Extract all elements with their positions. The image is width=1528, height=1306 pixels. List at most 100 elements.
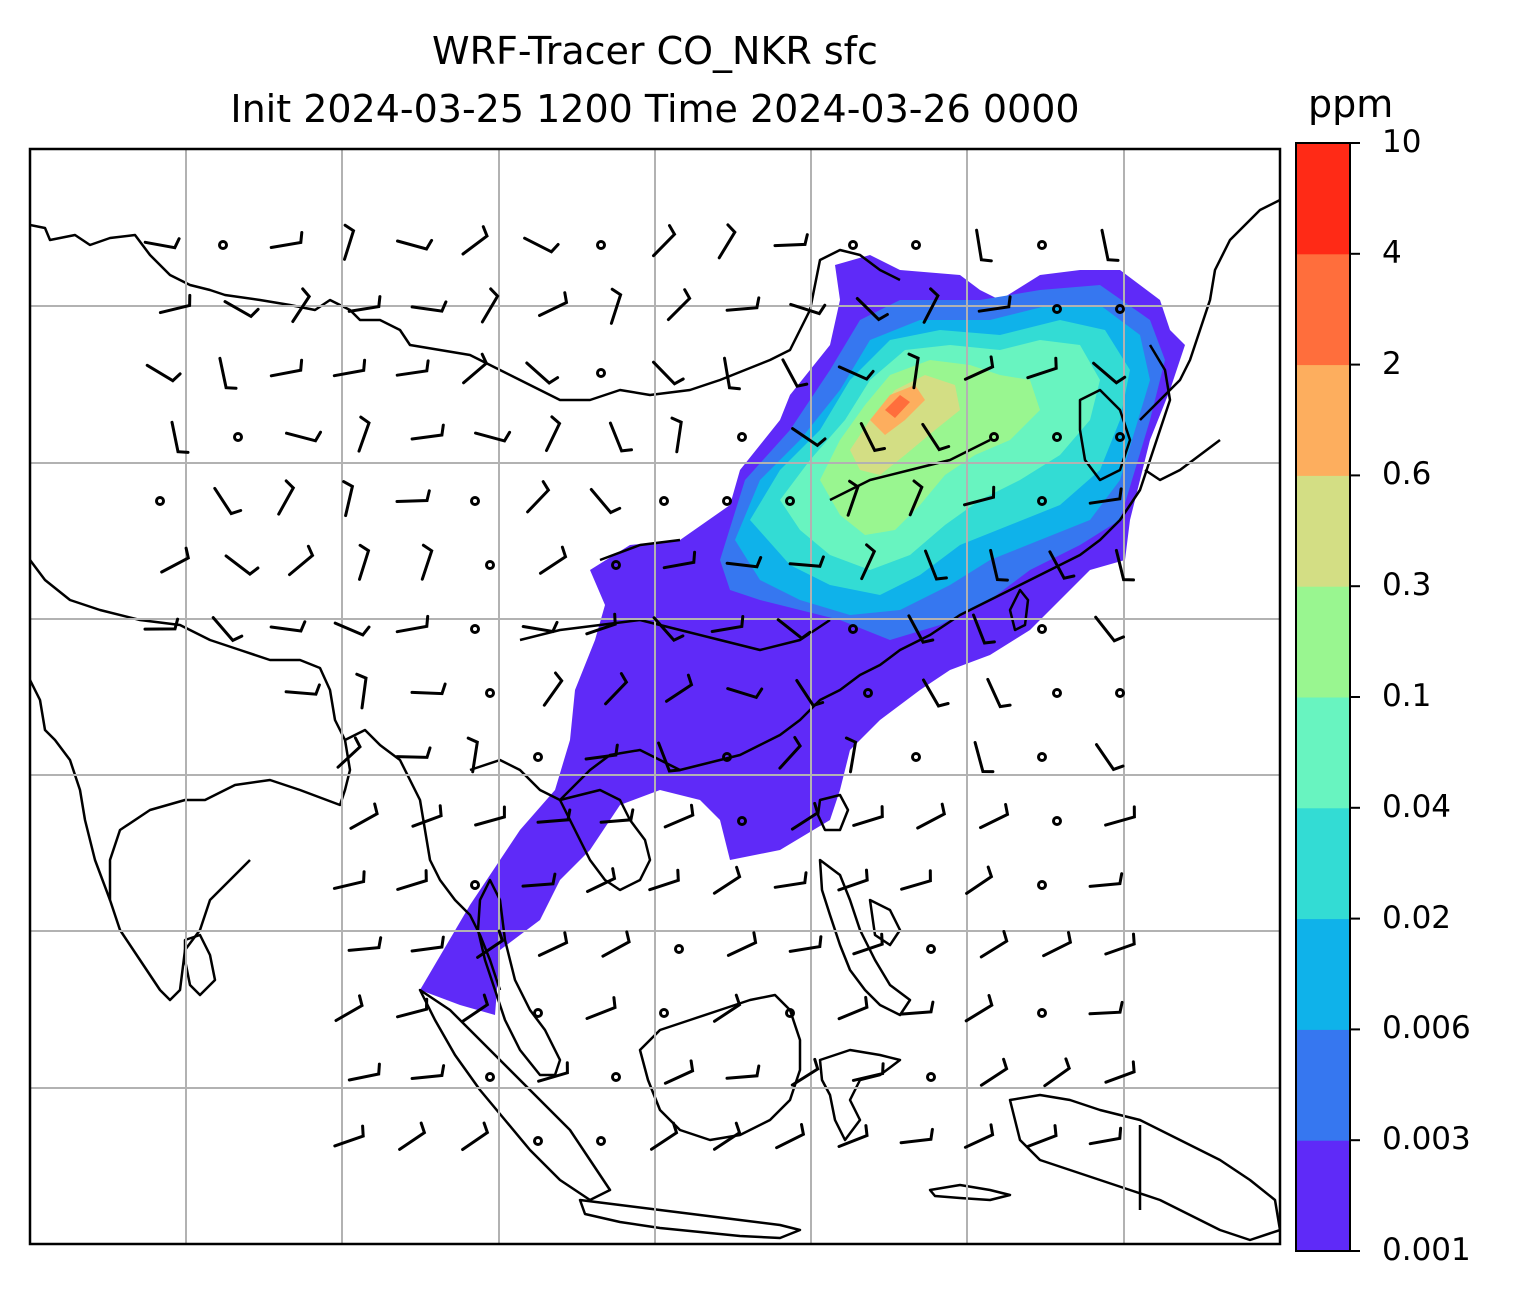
colorbar-segment [1296, 253, 1350, 366]
wind-barb [963, 1123, 995, 1149]
wind-barb [410, 300, 448, 313]
colorbar-segment [1296, 1029, 1350, 1141]
wind-barb [922, 287, 940, 324]
calm-wind-marker [533, 1136, 543, 1146]
calm-wind-marker [1037, 880, 1047, 890]
wind-barb [725, 296, 761, 312]
calm-wind-marker [1115, 432, 1125, 442]
wind-barb [410, 423, 445, 441]
wind-barb [776, 618, 812, 641]
wind-barb [717, 223, 737, 260]
wind-barb [788, 935, 823, 953]
calm-wind-marker [596, 240, 606, 250]
colorbar-tick-label: 2 [1382, 345, 1402, 382]
wind-barb [476, 929, 505, 959]
wind-barb [474, 430, 512, 443]
calm-wind-marker [611, 1072, 621, 1082]
calm-wind-marker [674, 944, 684, 954]
calm-wind-marker [737, 816, 747, 826]
wind-barb [332, 870, 366, 890]
wind-barb [358, 543, 371, 581]
hainan [816, 793, 850, 832]
wind-barb [837, 365, 875, 381]
calm-wind-marker [533, 1008, 543, 1018]
sulawesi [818, 1048, 902, 1142]
wind-barb [789, 302, 827, 316]
calm-wind-marker [470, 624, 480, 634]
wind-barb [979, 1057, 1009, 1087]
wind-barb [852, 805, 884, 827]
wind-barb [333, 621, 371, 637]
wind-barb [599, 808, 635, 824]
wind-barb [1043, 1057, 1071, 1088]
wind-barb [1088, 487, 1123, 505]
wind-barb [461, 993, 490, 1023]
wind-barb [143, 617, 180, 631]
wind-barb [539, 545, 568, 575]
calm-wind-marker [1037, 496, 1047, 506]
calm-wind-marker [848, 624, 858, 634]
wind-barb [1104, 932, 1136, 956]
wind-barb [899, 1127, 934, 1145]
wind-barb [395, 489, 431, 503]
wind-barb [332, 358, 367, 378]
wind-barb [609, 287, 623, 325]
wind-barb [288, 544, 315, 577]
wind-barb [837, 868, 869, 892]
wind-barb [143, 237, 181, 250]
wind-barb [899, 1000, 935, 1016]
wind-barb [907, 352, 920, 390]
colorbar-unit: ppm [1308, 82, 1394, 126]
wind-barb [342, 480, 355, 518]
wind-barb [334, 994, 364, 1022]
wind-barb [480, 287, 500, 324]
gulf-of-thailand [558, 788, 652, 892]
calm-wind-marker [785, 496, 795, 506]
wind-barb [921, 422, 951, 452]
wind-barb [160, 546, 191, 574]
wind-barb [791, 427, 827, 448]
wind-barb [924, 549, 948, 581]
subcontinent-coast [30, 559, 352, 1002]
wind-barb [462, 352, 489, 385]
calm-wind-marker [596, 1136, 606, 1146]
wind-barb [778, 736, 802, 770]
wind-barb [608, 421, 633, 453]
java [578, 1198, 802, 1240]
wind-barb [347, 1062, 381, 1082]
wind-barb [662, 550, 697, 570]
wind-barb [663, 803, 695, 829]
wind-barb [395, 746, 432, 759]
wind-barb [537, 1061, 569, 1083]
wind-barb [725, 556, 763, 569]
wind-barb [726, 687, 764, 700]
calm-wind-marker [1052, 816, 1062, 826]
wind-barb [349, 802, 379, 830]
timor [928, 1183, 1012, 1202]
wind-barb [851, 1062, 885, 1082]
wind-barb [521, 620, 559, 634]
wind-barb [170, 420, 190, 454]
wind-barb [663, 1059, 695, 1085]
wind-barb [224, 554, 260, 576]
calm-wind-marker [659, 1008, 669, 1018]
wind-barb [1114, 548, 1135, 582]
wind-barb [526, 480, 551, 514]
wind-barb [652, 616, 685, 643]
calm-wind-marker [1037, 1008, 1047, 1018]
wind-barb [975, 228, 993, 263]
calm-wind-marker [926, 944, 936, 954]
calm-wind-marker [485, 560, 495, 570]
colorbar-segment [1296, 918, 1350, 1030]
colorbar-segment [1296, 586, 1350, 698]
colorbar-tick-label: 10 [1382, 124, 1422, 160]
colorbar-tick-label: 4 [1382, 234, 1402, 271]
calm-wind-marker [1115, 304, 1125, 314]
wind-barb [657, 741, 681, 773]
wind-barb [713, 1121, 742, 1151]
calm-wind-marker [611, 560, 621, 570]
plume-level-0.1 [820, 360, 1040, 535]
wind-barb [601, 930, 631, 958]
calm-wind-marker [1037, 624, 1047, 634]
wind-barb [713, 993, 742, 1023]
